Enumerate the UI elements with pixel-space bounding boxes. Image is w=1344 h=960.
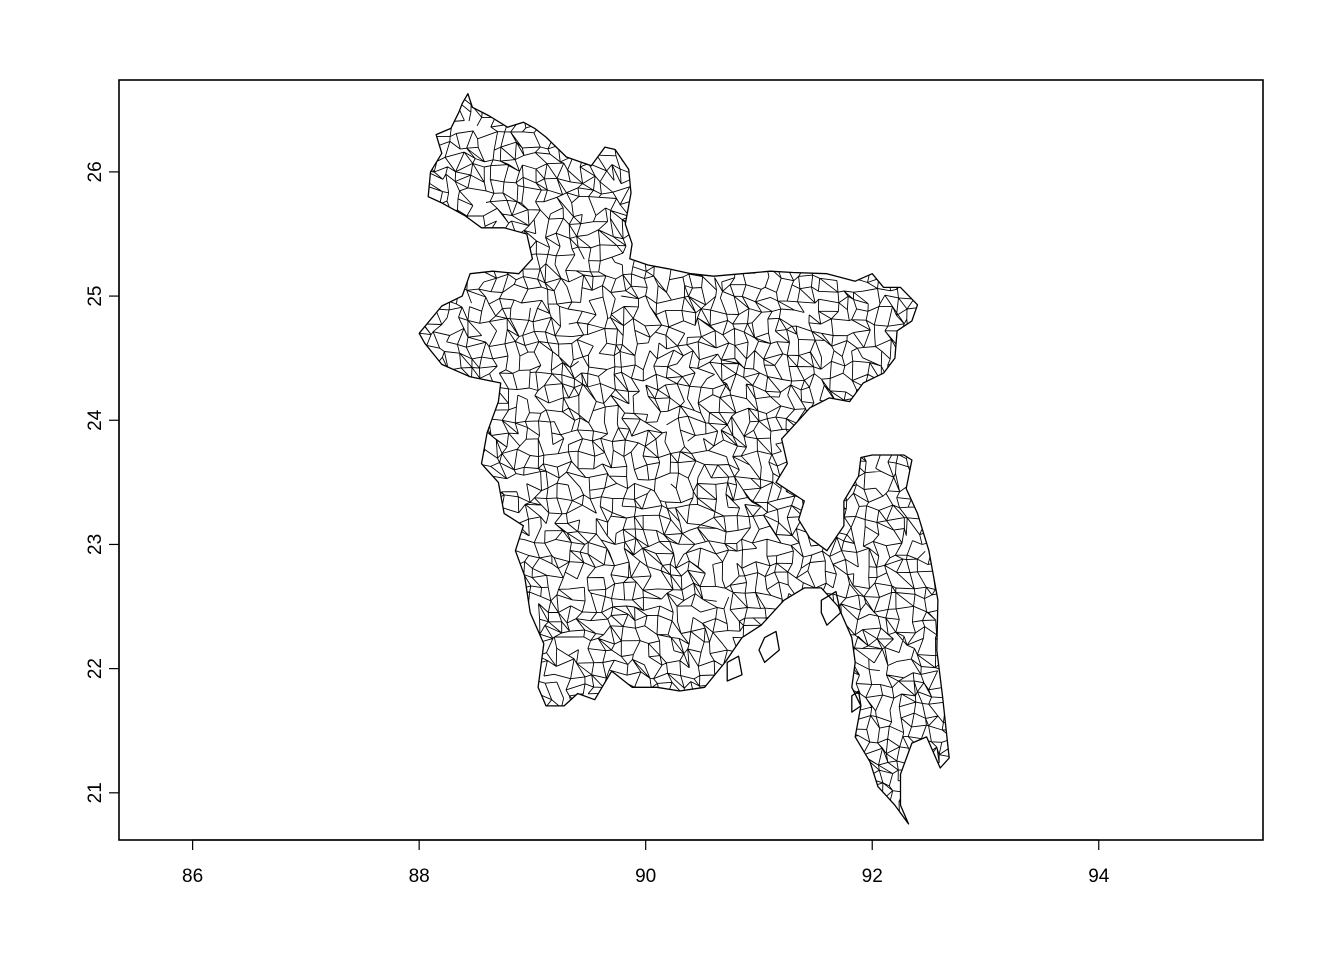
x-tick-label: 86 [182,866,203,887]
island-1 [820,590,842,626]
island-4 [851,690,862,713]
admin-unit-lines [419,93,950,824]
x-tick-label: 88 [409,866,430,887]
x-axis: 86 88 90 92 94 [182,839,1110,887]
island-outlines [726,590,862,713]
country-outline [418,93,950,825]
island-3 [726,655,743,682]
y-tick-label: 22 [85,658,106,679]
y-tick-label: 21 [85,782,106,803]
y-tick-label: 26 [85,161,106,182]
y-tick-label: 24 [85,409,106,431]
x-tick-label: 94 [1088,866,1110,887]
y-tick-label: 25 [85,286,106,307]
y-tick-label: 23 [85,534,106,555]
admin-boundaries-mesh [419,93,950,824]
x-tick-label: 90 [635,866,656,887]
x-tick-label: 92 [862,866,883,887]
plot-frame [118,79,1264,841]
island-2 [758,630,780,664]
y-axis: 21 22 23 24 25 26 [85,161,120,803]
country-boundary [418,93,950,825]
